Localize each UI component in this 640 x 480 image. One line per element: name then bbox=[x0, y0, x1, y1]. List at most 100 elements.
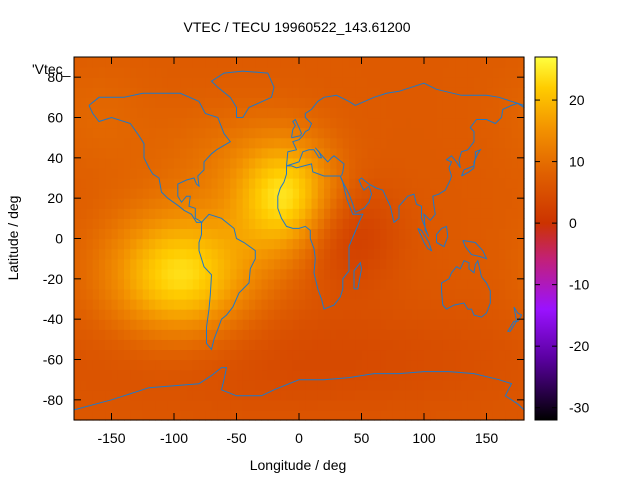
heatmap-cell bbox=[192, 97, 200, 109]
heatmap-cell bbox=[161, 238, 169, 250]
heatmap-cell bbox=[117, 228, 125, 240]
heatmap-cell bbox=[330, 157, 338, 169]
heatmap-cell bbox=[280, 97, 288, 109]
heatmap-cell bbox=[167, 107, 175, 119]
heatmap-cell bbox=[142, 137, 150, 149]
heatmap-cell bbox=[267, 349, 275, 361]
heatmap-cell bbox=[367, 208, 375, 219]
heatmap-cell bbox=[217, 339, 225, 351]
heatmap-cell bbox=[211, 379, 219, 391]
heatmap-cell bbox=[99, 167, 106, 179]
coastline bbox=[291, 118, 303, 139]
heatmap-cell bbox=[405, 339, 413, 351]
heatmap-cell bbox=[417, 67, 425, 78]
heatmap-cell bbox=[474, 107, 481, 119]
heatmap-cell bbox=[211, 157, 219, 169]
heatmap-cell bbox=[324, 349, 331, 361]
heatmap-cell bbox=[299, 77, 306, 88]
x-axis-label: Longitude / deg bbox=[250, 457, 347, 473]
heatmap-cell bbox=[136, 288, 144, 300]
heatmap-cell bbox=[317, 409, 325, 421]
heatmap-cell bbox=[99, 107, 106, 119]
heatmap-cell bbox=[80, 57, 88, 68]
heatmap-cell bbox=[392, 278, 400, 290]
coastline bbox=[286, 147, 345, 177]
heatmap-cell bbox=[349, 117, 356, 129]
heatmap-cell bbox=[105, 399, 113, 411]
heatmap-cell bbox=[80, 258, 88, 270]
heatmap-cell bbox=[92, 117, 100, 129]
heatmap-cell bbox=[361, 409, 369, 421]
heatmap-cell bbox=[299, 127, 306, 139]
heatmap-cell bbox=[486, 389, 494, 401]
heatmap-cell bbox=[155, 369, 163, 381]
heatmap-cell bbox=[155, 87, 163, 98]
heatmap-cell bbox=[274, 339, 281, 351]
heatmap-cell bbox=[480, 87, 488, 98]
heatmap-cell bbox=[111, 137, 119, 149]
heatmap-cell bbox=[286, 57, 294, 68]
heatmap-cell bbox=[205, 379, 213, 391]
heatmap-cell bbox=[286, 399, 294, 411]
heatmap-cell bbox=[105, 288, 113, 300]
heatmap-cell bbox=[286, 379, 294, 391]
heatmap-cell bbox=[392, 299, 400, 310]
heatmap-cell bbox=[74, 147, 81, 159]
heatmap-cell bbox=[86, 238, 94, 250]
heatmap-cell bbox=[424, 379, 431, 391]
heatmap-cell bbox=[361, 379, 369, 391]
heatmap-cell bbox=[117, 117, 125, 129]
heatmap-cell bbox=[149, 309, 156, 320]
heatmap-cell bbox=[205, 349, 213, 361]
heatmap-cell bbox=[99, 188, 106, 199]
heatmap-cell bbox=[186, 87, 194, 98]
heatmap-cell bbox=[399, 127, 406, 139]
heatmap-cell bbox=[211, 87, 219, 98]
heatmap-cell bbox=[380, 208, 388, 219]
heatmap-cell bbox=[405, 97, 413, 109]
heatmap-cell bbox=[411, 77, 419, 88]
heatmap-cell bbox=[442, 188, 450, 199]
heatmap-cell bbox=[449, 299, 456, 310]
heatmap-cell bbox=[392, 137, 400, 149]
heatmap-cell bbox=[436, 319, 444, 330]
heatmap-cell bbox=[386, 117, 394, 129]
heatmap-cell bbox=[336, 258, 344, 270]
heatmap-cell bbox=[324, 67, 331, 78]
heatmap-cell bbox=[461, 399, 469, 411]
heatmap-cell bbox=[280, 167, 288, 179]
heatmap-cell bbox=[499, 127, 506, 139]
heatmap-cell bbox=[374, 359, 381, 371]
heatmap-cell bbox=[136, 77, 144, 88]
heatmap-cell bbox=[280, 208, 288, 219]
heatmap-cell bbox=[486, 97, 494, 109]
heatmap-cell bbox=[386, 238, 394, 250]
heatmap-cell bbox=[361, 399, 369, 411]
heatmap-cell bbox=[274, 389, 281, 401]
heatmap-cell bbox=[492, 349, 500, 361]
heatmap-cell bbox=[205, 188, 213, 199]
heatmap-cell bbox=[455, 167, 463, 179]
heatmap-cell bbox=[242, 188, 250, 199]
heatmap-cell bbox=[74, 117, 81, 129]
heatmap-cell bbox=[324, 107, 331, 119]
heatmap-cell bbox=[167, 258, 175, 270]
heatmap-cell bbox=[505, 208, 513, 219]
heatmap-cell bbox=[80, 369, 88, 381]
heatmap-cell bbox=[174, 127, 181, 139]
heatmap-cell bbox=[124, 97, 131, 109]
heatmap-cell bbox=[180, 188, 188, 199]
colorbar-tick-label: 0 bbox=[569, 215, 577, 231]
heatmap-cell bbox=[417, 248, 425, 260]
heatmap-cell bbox=[467, 137, 475, 149]
heatmap-cell bbox=[305, 248, 313, 260]
heatmap-cell bbox=[392, 208, 400, 219]
heatmap-cell bbox=[242, 399, 250, 411]
heatmap-cell bbox=[211, 137, 219, 149]
heatmap-cell bbox=[517, 288, 525, 300]
heatmap-cell bbox=[205, 107, 213, 119]
heatmap-cell bbox=[467, 87, 475, 98]
heatmap-cell bbox=[342, 67, 350, 78]
heatmap-cell bbox=[342, 218, 350, 230]
heatmap-cell bbox=[380, 77, 388, 88]
